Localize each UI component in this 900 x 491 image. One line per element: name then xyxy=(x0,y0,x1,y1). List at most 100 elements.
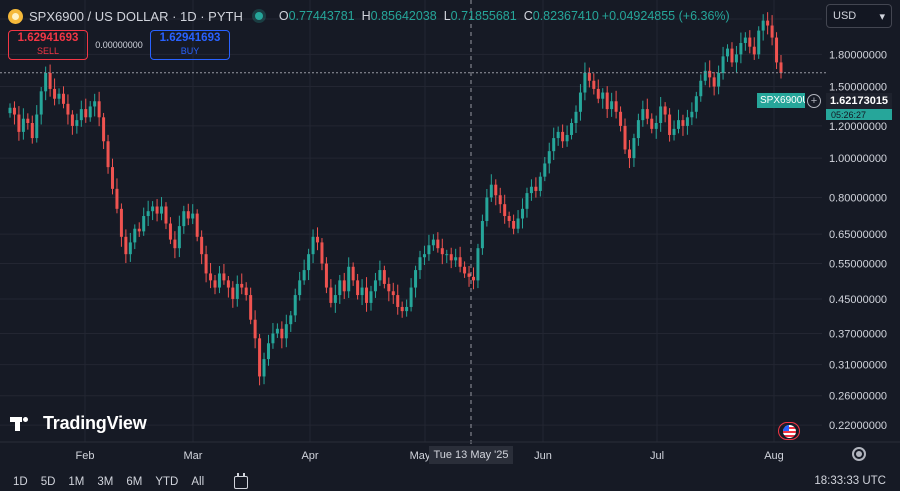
utc-clock[interactable]: 18:33:33 UTC xyxy=(814,475,886,487)
candle-body xyxy=(730,48,734,63)
candle-body xyxy=(743,37,747,44)
plus-icon[interactable]: + xyxy=(807,94,821,108)
candle-body xyxy=(445,254,449,256)
candle-body xyxy=(529,186,533,194)
candle-body xyxy=(333,295,337,303)
candle-body xyxy=(418,257,422,271)
tradingview-logo-icon xyxy=(10,415,37,433)
price-tick-label: 0.65000000 xyxy=(829,229,887,241)
candle-body xyxy=(449,254,453,261)
candle-body xyxy=(106,141,110,168)
candle-body xyxy=(547,151,551,164)
currency-select[interactable]: USD ▾ xyxy=(826,4,892,28)
timeframe-5d[interactable]: 5D xyxy=(40,476,56,488)
candle-body xyxy=(253,319,257,339)
candle-body xyxy=(627,149,631,159)
timeframe-ytd[interactable]: YTD xyxy=(155,476,179,488)
candle-body xyxy=(17,114,21,132)
close-label: C xyxy=(523,9,533,23)
candle-body xyxy=(726,48,730,57)
candle-body xyxy=(8,107,12,114)
candle-body xyxy=(387,283,391,292)
candle-body xyxy=(360,287,364,296)
candle-body xyxy=(614,101,618,112)
symbol-price-tag: SPX6900USD xyxy=(757,93,805,108)
candle-body xyxy=(186,211,190,219)
us-flag-icon[interactable] xyxy=(778,422,800,440)
candle-body xyxy=(271,333,275,344)
timeframe-all[interactable]: All xyxy=(191,476,205,488)
candle-body xyxy=(209,273,213,281)
candle-body xyxy=(654,122,658,129)
candle-body xyxy=(752,46,756,55)
candle-body xyxy=(641,109,645,121)
buy-label: BUY xyxy=(180,46,200,56)
candle-body xyxy=(155,206,159,214)
candle-body xyxy=(592,80,596,89)
currency-value: USD xyxy=(833,10,857,22)
candle-body xyxy=(650,118,654,129)
candle-body xyxy=(570,122,574,135)
candle-body xyxy=(436,239,440,249)
timeframe-1d[interactable]: 1D xyxy=(13,476,28,488)
candle-body xyxy=(458,257,462,267)
candle-body xyxy=(146,211,150,217)
candle-body xyxy=(775,37,779,63)
symbol-title[interactable]: SPX6900 / US DOLLAR · 1D · PYTH xyxy=(29,8,243,24)
candle-body xyxy=(485,197,489,221)
gear-icon[interactable] xyxy=(852,447,866,461)
last-price-label: 1.62173015 xyxy=(826,93,892,109)
candle-body xyxy=(151,206,155,212)
crosshair-date-label: Tue 13 May '25 xyxy=(429,446,513,464)
candle-body xyxy=(204,254,208,274)
candle-body xyxy=(748,37,752,47)
candle-body xyxy=(142,216,146,232)
candle-body xyxy=(235,283,239,299)
candle-body xyxy=(480,221,484,249)
candle-body xyxy=(552,138,556,152)
candle-body xyxy=(601,92,605,99)
candle-body xyxy=(703,70,707,81)
candle-body xyxy=(200,236,204,255)
candle-body xyxy=(623,125,627,150)
price-tick-label: 0.37000000 xyxy=(829,328,887,340)
candle-body xyxy=(316,236,320,243)
timeframe-1m[interactable]: 1M xyxy=(68,476,85,488)
candle-body xyxy=(266,343,270,360)
sell-button[interactable]: 1.62941693 SELL xyxy=(8,30,88,60)
time-tick-label: Jul xyxy=(650,450,664,462)
candle-body xyxy=(734,54,738,63)
candle-body xyxy=(556,131,560,139)
candle-body xyxy=(761,20,765,31)
candle-body xyxy=(721,56,725,73)
timeframe-6m[interactable]: 6M xyxy=(126,476,143,488)
high-value: 0.85642038 xyxy=(370,9,437,23)
candle-body xyxy=(476,248,480,281)
calendar-icon[interactable] xyxy=(234,472,249,489)
market-status-icon[interactable] xyxy=(254,12,263,20)
candle-body xyxy=(525,193,529,209)
candle-body xyxy=(668,114,672,135)
buy-button[interactable]: 1.62941693 BUY xyxy=(150,30,230,60)
spread-value: 0.00000000 xyxy=(95,40,143,50)
timeframe-3m[interactable]: 3M xyxy=(97,476,114,488)
candle-body xyxy=(53,88,57,99)
candle-body xyxy=(347,266,351,292)
candle-body xyxy=(422,254,426,258)
candle-body xyxy=(231,287,235,299)
candle-body xyxy=(382,270,386,284)
candle-body xyxy=(587,72,591,81)
candle-body xyxy=(400,306,404,312)
sell-price: 1.62941693 xyxy=(17,32,79,44)
sell-label: SELL xyxy=(36,46,60,56)
candle-body xyxy=(467,273,471,277)
candle-body xyxy=(44,72,48,92)
candle-body xyxy=(298,280,302,296)
candle-body xyxy=(498,195,502,205)
time-tick-label: Apr xyxy=(301,450,318,462)
trade-panel: 1.62941693 SELL 0.00000000 1.62941693 BU… xyxy=(8,30,230,60)
candle-body xyxy=(636,120,640,139)
candle-body xyxy=(512,221,516,229)
